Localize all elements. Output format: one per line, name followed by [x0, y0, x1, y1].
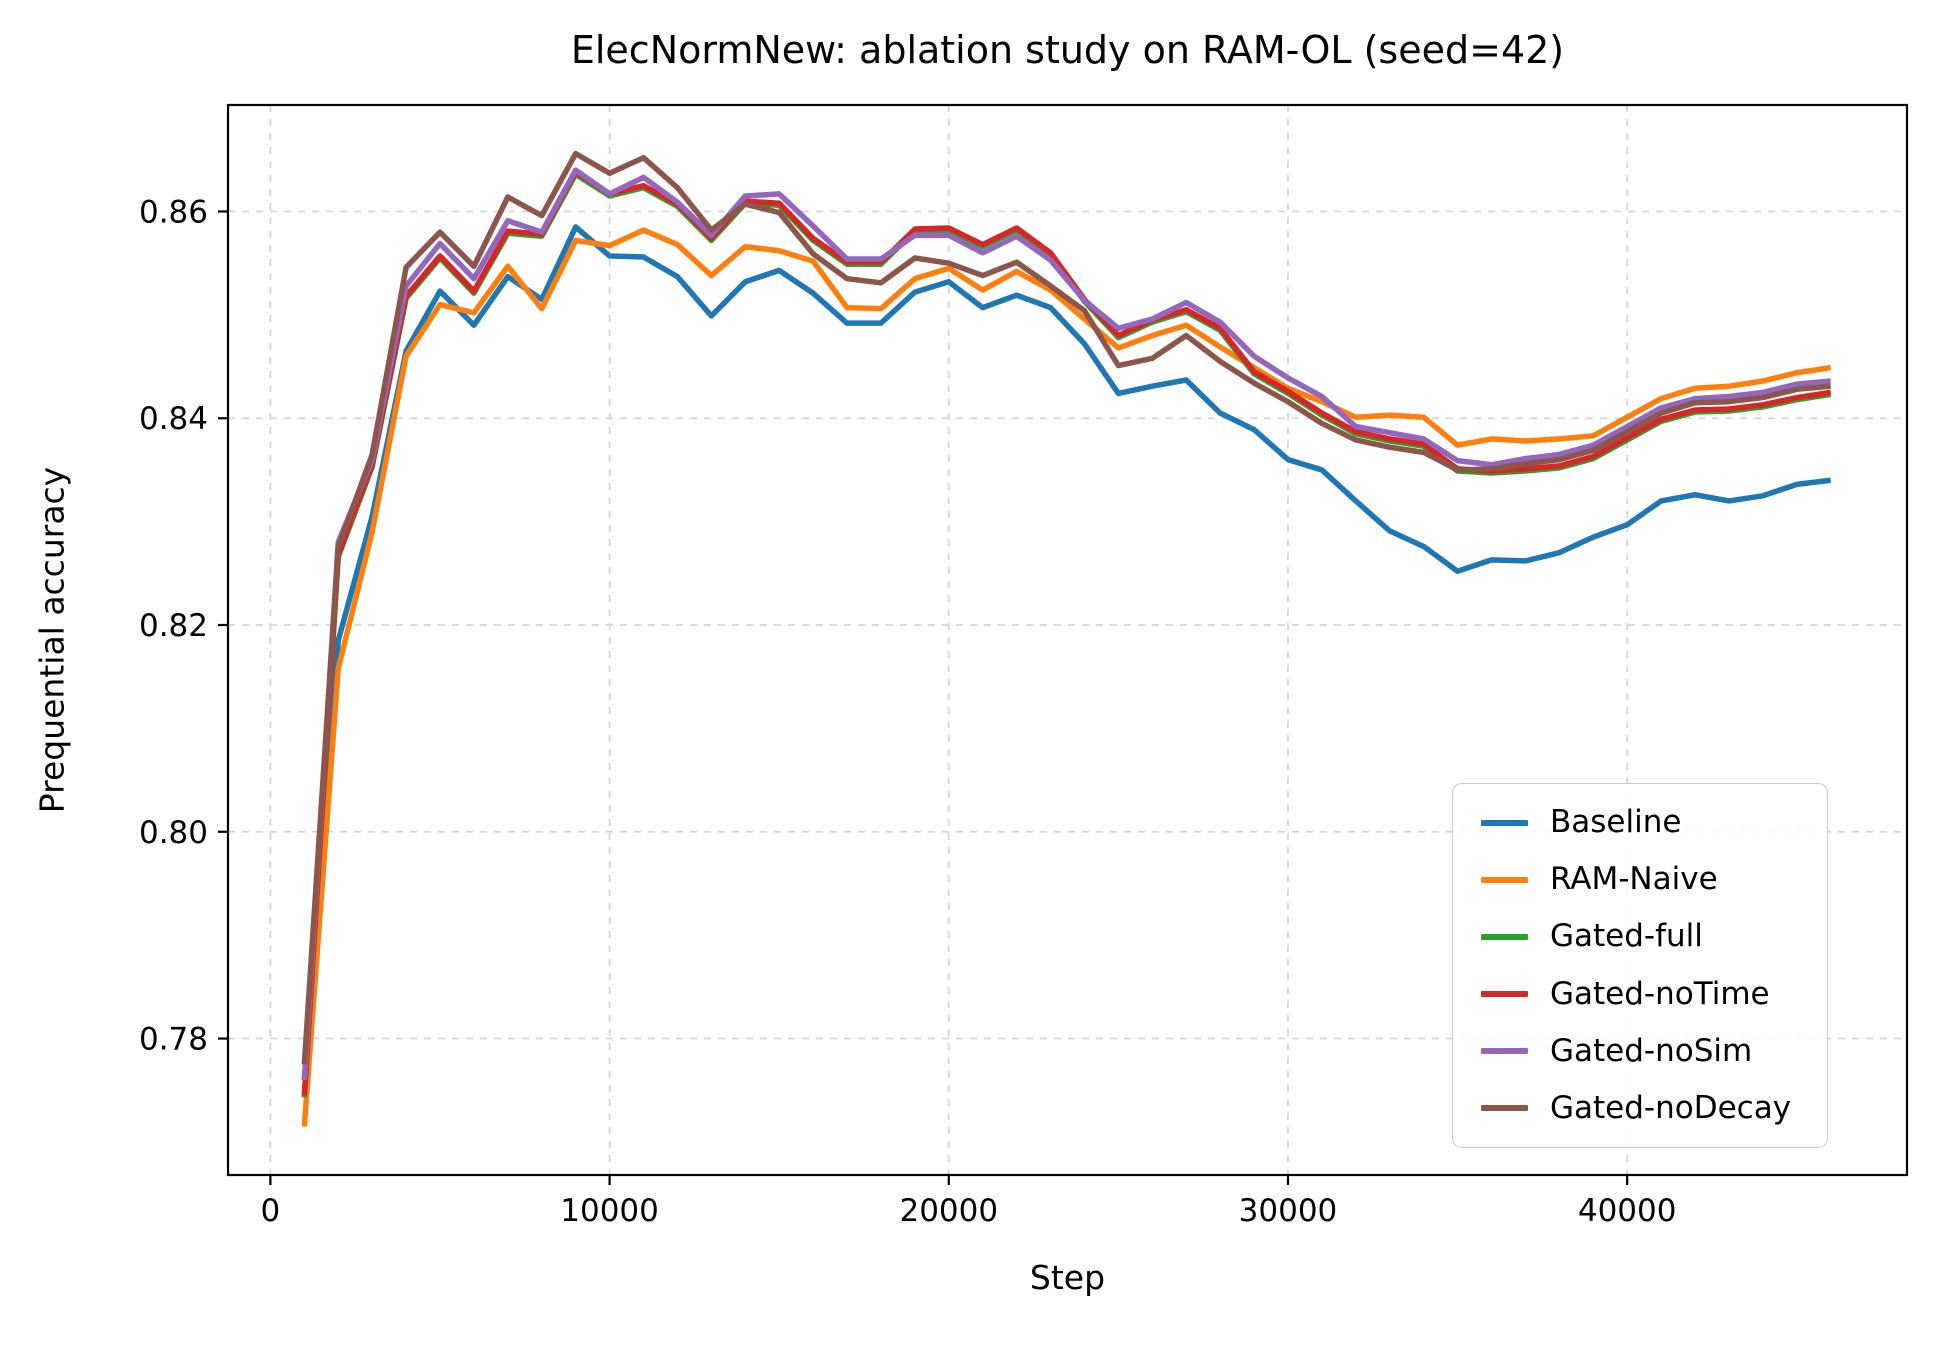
y-tick-label: 0.84 [139, 401, 208, 437]
legend-label: Gated-full [1550, 918, 1703, 955]
legend-swatch [1481, 933, 1528, 940]
legend-swatch [1481, 819, 1528, 826]
legend-item-gated-nodecay: Gated-noDecay [1481, 1089, 1827, 1126]
legend-item-baseline: Baseline [1481, 807, 1827, 838]
axes-spines [226, 103, 1909, 1177]
legend-item-ram-naive: RAM-Naive [1481, 864, 1827, 895]
x-tick-label: 40000 [1578, 1193, 1677, 1229]
series-line-gated-nodecay [301, 150, 1831, 1065]
legend-label: RAM-Naive [1550, 861, 1718, 898]
x-tick-label: 20000 [899, 1193, 998, 1229]
x-tick-label: 30000 [1239, 1193, 1338, 1229]
x-axis-label: Step [1029, 1258, 1106, 1297]
legend-label: Gated-noSim [1550, 1032, 1753, 1069]
legend-item-gated-notime: Gated-noTime [1481, 975, 1827, 1012]
legend-label: Gated-noDecay [1550, 1089, 1792, 1126]
legend-item-gated-nosim: Gated-noSim [1481, 1032, 1827, 1069]
y-axis-label: Prequential accuracy [32, 466, 72, 814]
chart-title: ElecNormNew: ablation study on RAM-OL (s… [570, 28, 1565, 72]
legend-label: Baseline [1550, 804, 1682, 841]
series-line-gated-nosim [301, 167, 1831, 1081]
y-tick-label: 0.82 [139, 608, 208, 644]
y-tick-label: 0.78 [139, 1022, 208, 1058]
y-tick-label: 0.80 [139, 815, 208, 851]
legend: Baseline RAM-Naive Gated-full Gated-noTime G… [1452, 783, 1828, 1148]
legend-swatch [1481, 876, 1528, 883]
legend-item-gated-full: Gated-full [1481, 921, 1827, 952]
series-line-baseline [301, 224, 1832, 1081]
legend-swatch [1481, 991, 1528, 998]
legend-swatch [1481, 1105, 1528, 1112]
legend-label: Gated-noTime [1550, 975, 1770, 1012]
series-line-ram-naive [301, 227, 1832, 1127]
x-tick-label: 0 [261, 1193, 281, 1229]
y-tick-label: 0.86 [139, 194, 208, 230]
legend-swatch [1481, 1048, 1528, 1055]
x-tick-label: 10000 [560, 1193, 659, 1229]
